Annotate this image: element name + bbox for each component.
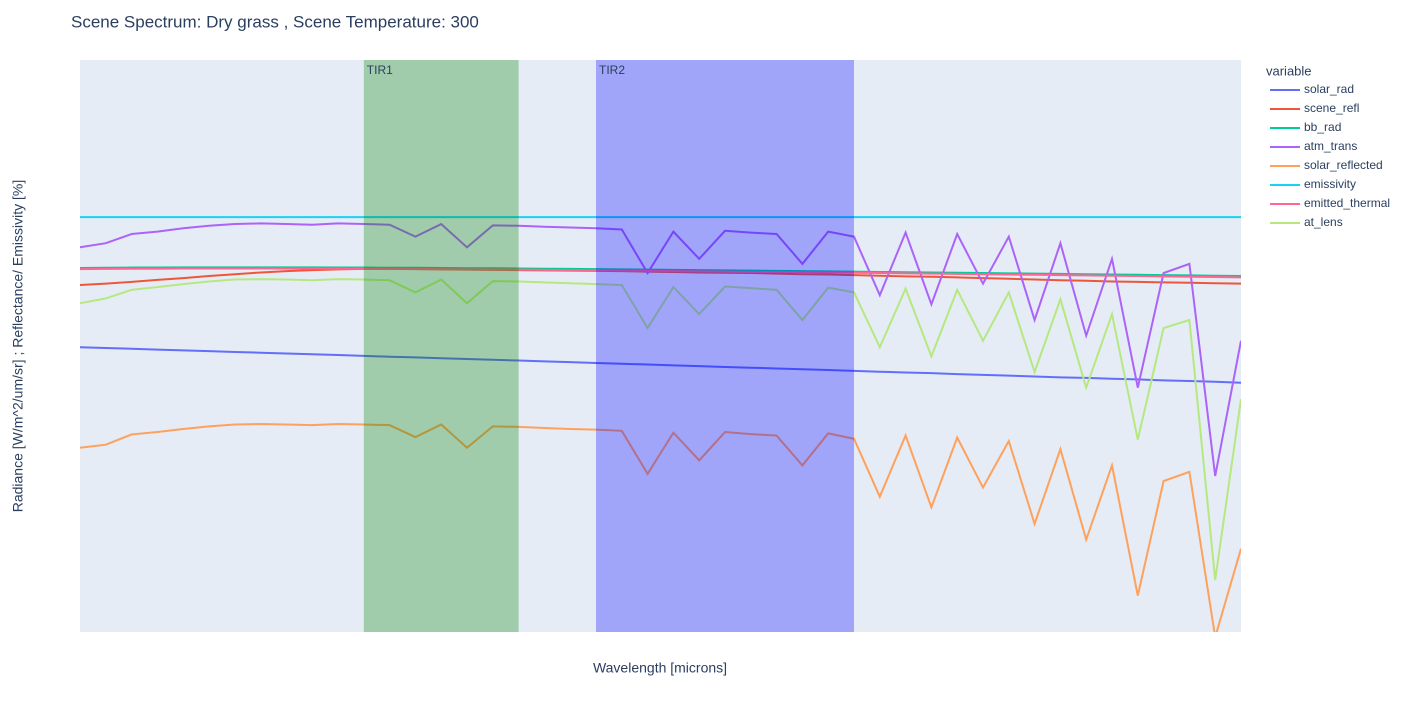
legend-label: atm_trans (1304, 139, 1357, 153)
legend-label: emitted_thermal (1304, 196, 1390, 210)
legend-label: emissivity (1304, 177, 1356, 191)
band-label: TIR1 (367, 63, 393, 77)
legend-label: at_lens (1304, 215, 1343, 229)
legend: solar_rad scene_refl bb_rad atm_trans solar_… (1270, 82, 1390, 229)
series-line (80, 422, 1241, 632)
legend-label: solar_reflected (1304, 158, 1383, 172)
band (363, 60, 519, 632)
chart-title: Scene Spectrum: Dry grass , Scene Temper… (71, 12, 479, 31)
x-axis-title: Wavelength [microns] (593, 660, 727, 676)
shapes: TIR1 TIR2 (363, 60, 854, 632)
series-line (80, 267, 1241, 279)
legend-label: solar_rad (1304, 82, 1354, 96)
band-label: TIR2 (599, 63, 625, 77)
lines (80, 216, 1241, 632)
plot-background (80, 60, 1241, 632)
y-axis-title: Radiance [W/m^2/um/sr] ; Reflectance/ Em… (10, 180, 26, 513)
legend-label: scene_refl (1304, 101, 1359, 115)
series-line (80, 346, 1241, 384)
series-line (80, 222, 1241, 477)
band (596, 60, 854, 632)
legend-title: variable (1266, 63, 1312, 78)
series-line (80, 278, 1241, 581)
legend-label: bb_rad (1304, 120, 1341, 134)
series-line (80, 266, 1241, 278)
